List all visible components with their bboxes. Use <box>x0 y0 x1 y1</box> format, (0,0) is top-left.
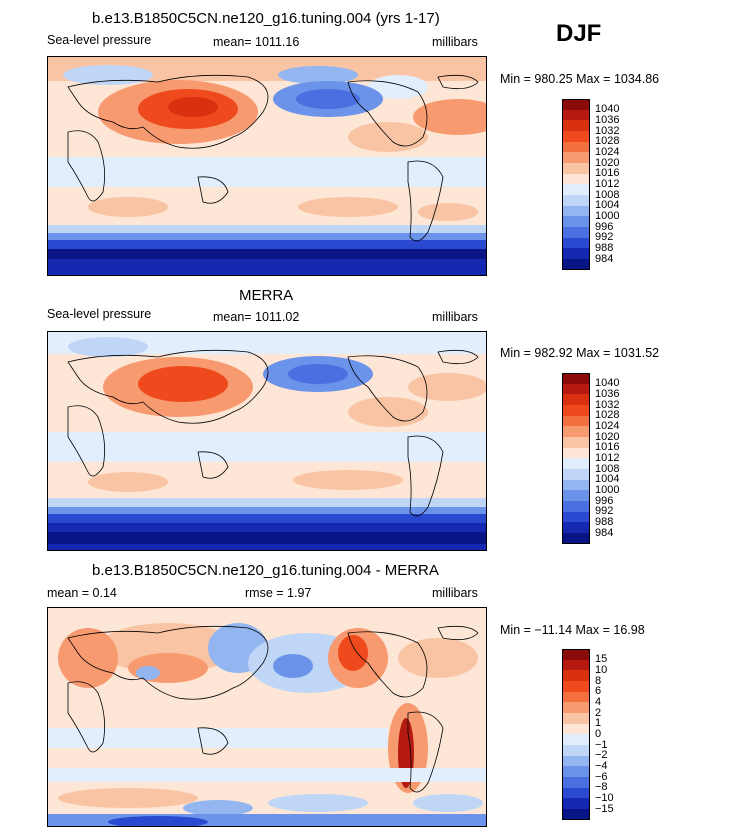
colorbar-tick-label: −2 <box>595 749 608 762</box>
panel-3-rmse: rmse = 1.97 <box>245 586 312 600</box>
panel-1-title: b.e13.B1850C5CN.ne120_g16.tuning.004 (yr… <box>92 10 440 27</box>
colorbar-tick-label: 1028 <box>595 135 620 148</box>
colorbar-tick-label: 996 <box>595 220 614 233</box>
colorbar-tick-label: 1004 <box>595 473 620 486</box>
colorbar-tick-label: 1024 <box>595 419 620 432</box>
colorbar-frame <box>562 649 590 820</box>
colorbar-tick-label: 1032 <box>595 124 620 137</box>
panel-3-map <box>47 607 487 827</box>
colorbar-tick-label: 988 <box>595 515 614 528</box>
colorbar-tick-label: 1012 <box>595 177 620 190</box>
panel-1-units: millibars <box>432 35 478 49</box>
panel-2-units: millibars <box>432 310 478 324</box>
colorbar-tick-label: 1020 <box>595 430 620 443</box>
panel-2-map <box>47 331 487 551</box>
colorbar-tick-label: 8 <box>595 674 602 687</box>
season-label: DJF <box>556 20 602 47</box>
panel-2-minmax: Min = 982.92 Max = 1031.52 <box>500 346 660 360</box>
colorbar-tick-label: 1012 <box>595 451 620 464</box>
colorbar-tick-label: 15 <box>595 653 608 666</box>
colorbar-tick-label: 1036 <box>595 387 620 400</box>
panel-3-units: millibars <box>432 586 478 600</box>
colorbar-tick-label: 984 <box>595 252 614 265</box>
colorbar-tick-label: 1028 <box>595 409 620 422</box>
colorbar-tick-label: 2 <box>595 706 602 719</box>
colorbar-frame <box>562 373 590 544</box>
colorbar-tick-label: 1000 <box>595 209 620 222</box>
panel-3-mean: mean = 0.14 <box>47 586 117 600</box>
colorbar-tick-label: 1016 <box>595 441 620 454</box>
colorbar-tick-label: 1 <box>595 717 602 730</box>
colorbar-tick-label: 996 <box>595 494 614 507</box>
colorbar-tick-label: 1004 <box>595 199 620 212</box>
colorbar-tick-label: 1008 <box>595 462 620 475</box>
colorbar-tick-label: 1020 <box>595 156 620 169</box>
colorbar-tick-label: 1000 <box>595 483 620 496</box>
colorbar-tick-label: −4 <box>595 759 608 772</box>
colorbar-tick-label: −15 <box>595 802 614 815</box>
colorbar-tick-label: 1016 <box>595 167 620 180</box>
colorbar-tick-label: 1036 <box>595 113 620 126</box>
colorbar-tick-label: 992 <box>595 231 614 244</box>
colorbar-tick-label: 6 <box>595 685 602 698</box>
panel-1-variable: Sea-level pressure <box>47 33 152 47</box>
colorbar-tick-label: −8 <box>595 781 608 794</box>
colorbar-tick-label: −6 <box>595 770 608 783</box>
panel-1-map <box>47 56 487 276</box>
colorbar-tick-label: 1032 <box>595 398 620 411</box>
colorbar-tick-label: 1024 <box>595 145 620 158</box>
colorbar-tick-label: 4 <box>595 695 602 708</box>
colorbar-tick-label: 0 <box>595 727 602 740</box>
colorbar-tick-label: 1040 <box>595 377 620 390</box>
colorbar-tick-label: 1040 <box>595 103 620 116</box>
colorbar-tick-label: −1 <box>595 738 608 751</box>
colorbar-tick-label: 10 <box>595 663 608 676</box>
panel-3-minmax: Min = −11.14 Max = 16.98 <box>500 623 645 637</box>
panel-2-variable: Sea-level pressure <box>47 307 152 321</box>
colorbar-tick-label: 1008 <box>595 188 620 201</box>
colorbar-frame <box>562 99 590 270</box>
panel-2-mean: mean= 1011.02 <box>213 310 300 324</box>
panel-1-mean: mean= 1011.16 <box>213 35 300 49</box>
colorbar-tick-label: 984 <box>595 526 614 539</box>
colorbar-tick-label: 992 <box>595 505 614 518</box>
panel-3-title: b.e13.B1850C5CN.ne120_g16.tuning.004 - M… <box>92 562 439 579</box>
colorbar-tick-label: −10 <box>595 791 614 804</box>
colorbar-tick-label: 988 <box>595 241 614 254</box>
panel-1-minmax: Min = 980.25 Max = 1034.86 <box>500 72 660 86</box>
panel-2-title: MERRA <box>239 287 294 304</box>
